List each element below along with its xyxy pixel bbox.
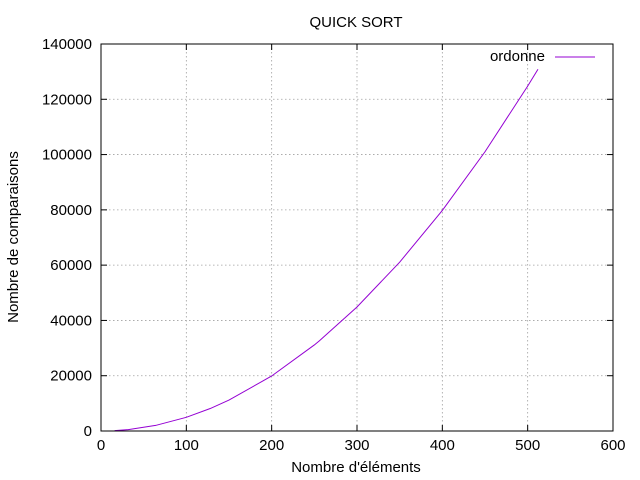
y-tick-label: 0: [84, 423, 92, 440]
legend-label: ordonne: [490, 48, 545, 65]
x-tick-label: 0: [97, 437, 105, 454]
data-point: [209, 408, 211, 409]
data-point: [314, 344, 315, 346]
x-tick-label: 600: [600, 437, 625, 454]
x-tick-label: 300: [344, 437, 369, 454]
data-point: [537, 69, 539, 70]
x-axis-label: Nombre d'éléments: [291, 459, 421, 476]
y-tick-label: 120000: [42, 91, 92, 108]
y-tick-label: 140000: [42, 36, 92, 53]
tick-labels: 0 100 200 300 400 500 600 0 20000 40000 60000 80000…: [42, 36, 626, 454]
y-tick-label: 100000: [42, 147, 92, 164]
data-point: [484, 151, 486, 153]
data-point: [186, 417, 187, 418]
data-point: [356, 306, 358, 308]
axis-ticks: [100, 43, 614, 432]
x-tick-label: 200: [259, 437, 284, 454]
y-tick-label: 60000: [50, 257, 92, 274]
data-point: [399, 261, 400, 263]
data-point: [319, 340, 320, 342]
y-tick-label: 20000: [50, 368, 92, 385]
data-point: [442, 210, 443, 211]
data-point: [155, 425, 156, 426]
y-tick-label: 40000: [50, 312, 92, 329]
x-tick-label: 500: [515, 437, 540, 454]
x-tick-label: 100: [174, 437, 199, 454]
x-tick-label: 400: [430, 437, 455, 454]
data-point: [271, 375, 272, 377]
data-point: [228, 399, 230, 401]
y-axis-label: Nombre de comparaisons: [5, 151, 22, 323]
series-line-0: [114, 69, 539, 432]
grid: [101, 44, 613, 431]
data-point: [527, 85, 528, 87]
legend: ordonne: [490, 48, 595, 65]
data-point: [128, 429, 129, 430]
y-tick-label: 80000: [50, 202, 92, 219]
chart-title: QUICK SORT: [309, 14, 402, 31]
series-layer: [114, 69, 539, 432]
